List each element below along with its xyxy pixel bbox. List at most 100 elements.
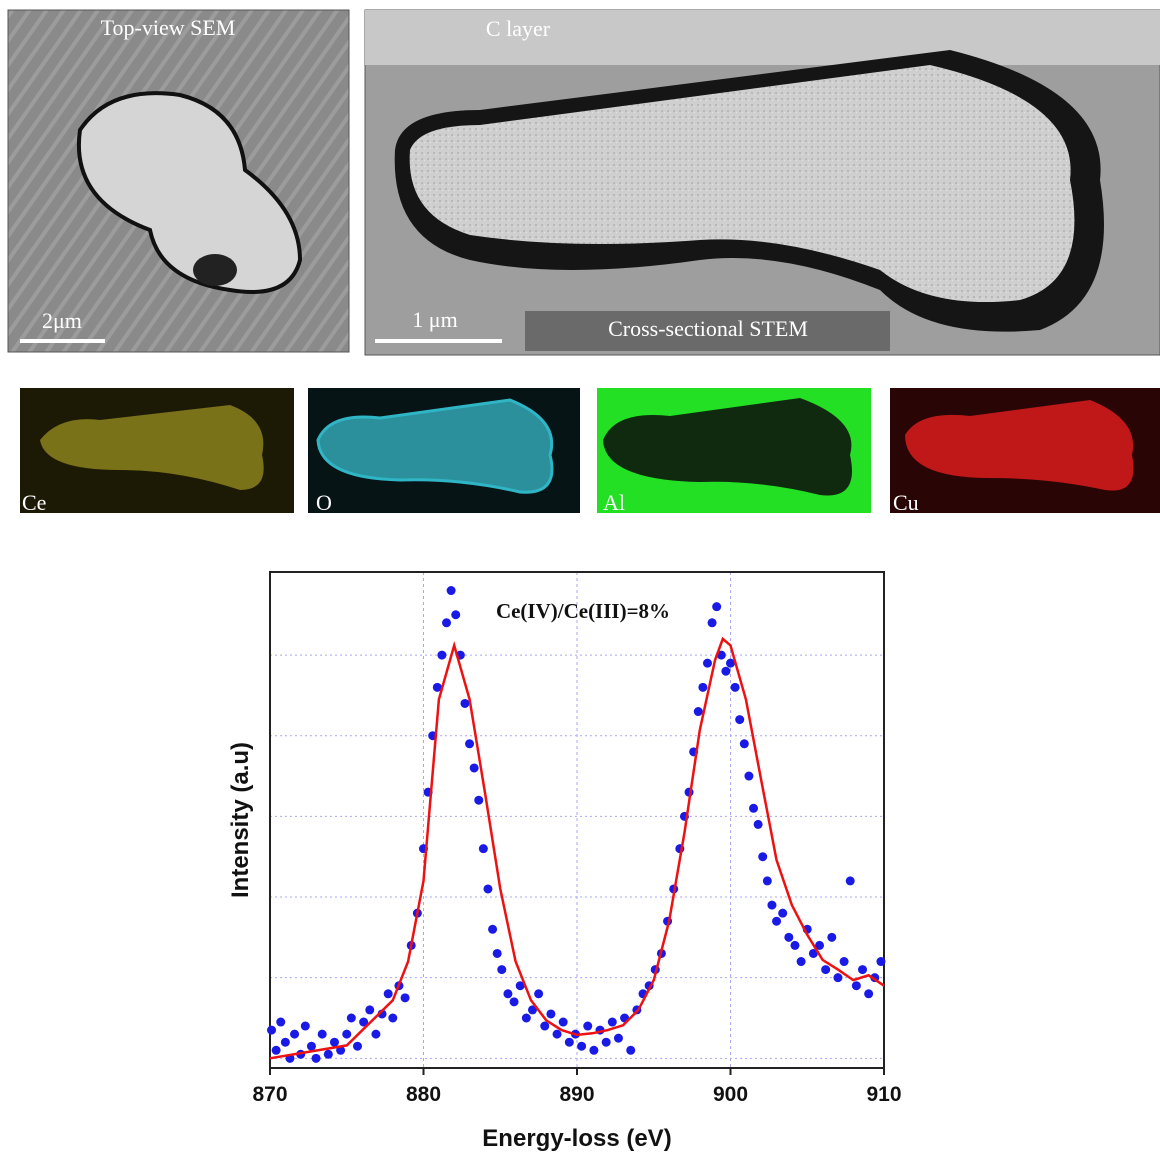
data-point	[446, 586, 456, 596]
data-point	[707, 618, 717, 628]
data-point	[693, 707, 703, 717]
data-point	[271, 1045, 281, 1055]
data-point	[515, 981, 525, 991]
data-point	[558, 1017, 568, 1027]
data-point	[306, 1041, 316, 1051]
data-point	[758, 852, 768, 862]
map-label: O	[316, 490, 332, 515]
eds-map: Al	[597, 388, 871, 515]
data-point	[821, 965, 831, 975]
data-point	[626, 1045, 636, 1055]
data-point	[280, 1037, 290, 1047]
data-point	[451, 610, 461, 620]
data-point	[534, 989, 544, 999]
data-point	[521, 1013, 531, 1023]
data-point	[564, 1037, 574, 1047]
data-point	[726, 658, 735, 668]
data-point	[469, 763, 479, 773]
x-tick-label: 890	[559, 1083, 594, 1106]
data-point	[744, 771, 754, 781]
data-point	[465, 739, 475, 749]
data-point	[712, 602, 722, 612]
data-point	[527, 1005, 537, 1015]
data-point	[342, 1029, 352, 1039]
x-tick-label: 870	[252, 1083, 287, 1106]
fit-line	[269, 636, 885, 1060]
data-point	[702, 658, 712, 668]
scale-label: 2μm	[42, 308, 82, 333]
data-point	[784, 932, 794, 942]
data-point	[388, 1013, 398, 1023]
data-point	[607, 1017, 617, 1027]
data-point	[778, 908, 788, 918]
data-point	[808, 948, 818, 958]
data-point	[400, 993, 410, 1003]
data-point	[735, 715, 745, 725]
data-point	[749, 803, 759, 813]
data-point	[365, 1005, 375, 1015]
data-point	[483, 884, 493, 894]
data-point	[432, 682, 442, 692]
data-point	[488, 924, 498, 934]
map-label: Al	[603, 490, 625, 515]
data-point	[716, 650, 726, 660]
data-point	[300, 1021, 310, 1031]
data-point	[359, 1017, 369, 1027]
data-point	[833, 973, 843, 983]
data-point	[276, 1017, 286, 1027]
data-point	[577, 1041, 587, 1051]
data-point	[492, 948, 502, 958]
data-point	[478, 844, 488, 854]
data-point	[851, 981, 861, 991]
data-point	[839, 957, 849, 967]
data-point	[546, 1009, 556, 1019]
data-point	[460, 698, 470, 708]
scale-label: 1 μm	[412, 307, 457, 332]
data-point	[613, 1033, 623, 1043]
sem-title: Top-view SEM	[101, 15, 236, 40]
annotation: Ce(IV)/Ce(III)=8%	[496, 599, 670, 623]
data-point	[730, 682, 740, 692]
stem-image: C layer 1 μm Cross-sectional STEM	[364, 9, 1160, 356]
data-point	[329, 1037, 339, 1047]
eds-map: Ce	[20, 388, 294, 515]
x-tick-label: 880	[406, 1083, 441, 1106]
eds-map: Cu	[890, 388, 1160, 515]
data-point	[827, 932, 837, 942]
data-point	[383, 989, 393, 999]
data-point	[698, 682, 708, 692]
data-point	[371, 1029, 381, 1039]
data-point	[497, 965, 507, 975]
data-point	[311, 1053, 321, 1063]
map-label: Cu	[893, 490, 919, 515]
data-point	[442, 618, 452, 628]
data-point	[762, 876, 772, 886]
data-point	[753, 819, 763, 829]
data-point	[876, 957, 886, 967]
data-point	[845, 876, 855, 886]
data-point	[601, 1037, 611, 1047]
data-point	[267, 1025, 277, 1035]
data-point	[317, 1029, 327, 1039]
data-point	[509, 997, 519, 1007]
data-point	[790, 940, 800, 950]
data-point	[589, 1045, 599, 1055]
data-point	[346, 1013, 356, 1023]
data-point	[352, 1041, 362, 1051]
sem-image: Top-view SEM 2μm	[7, 9, 350, 353]
data-point	[739, 739, 749, 749]
plot-frame	[269, 571, 885, 1069]
data-point	[474, 795, 484, 805]
data-point	[796, 957, 806, 967]
data-point	[583, 1021, 593, 1031]
data-point	[540, 1021, 550, 1031]
eds-map: O	[308, 388, 580, 515]
data-point	[767, 900, 777, 910]
data-point	[721, 666, 731, 676]
data-point	[864, 989, 874, 999]
x-axis-label: Energy-loss (eV)	[482, 1125, 671, 1152]
data-point	[772, 916, 782, 926]
x-tick-label: 900	[713, 1083, 748, 1106]
